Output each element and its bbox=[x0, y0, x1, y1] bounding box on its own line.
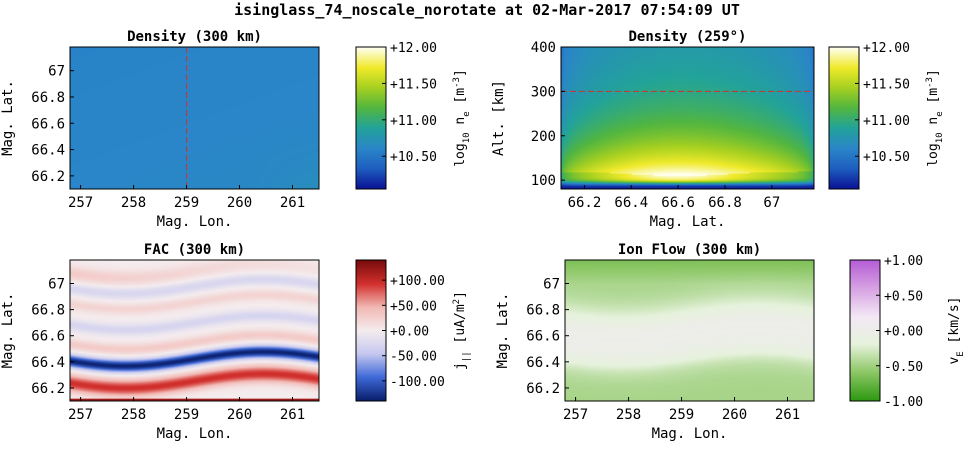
x-axis-label: Mag. Lat. bbox=[650, 214, 726, 230]
x-tick-label: 257 bbox=[68, 407, 93, 423]
colorbar-tick-label: +100.00 bbox=[390, 274, 445, 289]
colorbar-tick-label: +11.50 bbox=[863, 77, 910, 92]
colorbar-tick-label: +0.00 bbox=[884, 325, 923, 340]
x-tick-label: 258 bbox=[121, 407, 146, 423]
colorbar-label: log10 ne [m-3] bbox=[925, 69, 945, 167]
panel-title: Density (259°) bbox=[628, 29, 746, 45]
y-tick-label: 67 bbox=[543, 277, 560, 293]
colorbar bbox=[356, 260, 386, 401]
colorbar-tick-label: +11.00 bbox=[863, 114, 910, 129]
x-tick-label: 259 bbox=[669, 407, 694, 423]
y-axis-label: Mag. Lat. bbox=[0, 293, 16, 369]
y-tick-label: 66.4 bbox=[31, 143, 65, 159]
x-axis-label: Mag. Lon. bbox=[157, 214, 233, 230]
colorbar-tick-label: +10.50 bbox=[390, 150, 437, 165]
x-tick-label: 257 bbox=[563, 407, 588, 423]
plot-frame bbox=[564, 259, 815, 402]
heatmap-image bbox=[70, 47, 319, 189]
panel-title: Ion Flow (300 km) bbox=[618, 242, 761, 258]
colorbar-frame bbox=[355, 46, 387, 190]
colorbar-tick-label: -100.00 bbox=[390, 375, 445, 390]
colorbar-tick-label: -0.50 bbox=[884, 360, 923, 375]
panel-density-259deg: Density (259°) 66.2 66.4 66.6 66.8 67 100 200 30… bbox=[491, 29, 945, 230]
colorbar-tick-label: +10.50 bbox=[863, 150, 910, 165]
x-tick-label: 66.2 bbox=[568, 195, 602, 211]
y-tick-label: 67 bbox=[48, 277, 65, 293]
y-tick-label: 66.6 bbox=[31, 116, 65, 132]
y-tick-label: 100 bbox=[531, 173, 556, 189]
x-tick-label: 259 bbox=[174, 195, 199, 211]
y-tick-label: 66.8 bbox=[31, 303, 65, 319]
colorbar bbox=[829, 47, 859, 189]
y-tick-label: 66.2 bbox=[31, 381, 65, 397]
colorbar-tick-label: -50.00 bbox=[390, 350, 437, 365]
y-tick-label: 66.6 bbox=[526, 329, 560, 345]
y-tick-label: 66.4 bbox=[526, 355, 560, 371]
panel-title: FAC (300 km) bbox=[144, 242, 245, 258]
colorbar-tick-label: +50.00 bbox=[390, 299, 437, 314]
colorbar bbox=[356, 47, 386, 189]
figure-title: isinglass_74_noscale_norotate at 02-Mar-… bbox=[234, 1, 740, 19]
colorbar-label: vE [km/s] bbox=[947, 296, 966, 364]
x-tick-label: 258 bbox=[121, 195, 146, 211]
x-tick-label: 66.8 bbox=[708, 195, 742, 211]
x-tick-label: 67 bbox=[763, 195, 780, 211]
x-tick-label: 259 bbox=[174, 407, 199, 423]
y-tick-label: 66.6 bbox=[31, 329, 65, 345]
y-tick-label: 400 bbox=[531, 40, 556, 56]
x-tick-label: 261 bbox=[280, 195, 305, 211]
x-tick-label: 260 bbox=[722, 407, 747, 423]
x-tick-label: 257 bbox=[68, 195, 93, 211]
colorbar-frame bbox=[828, 46, 860, 190]
plot-frame bbox=[69, 46, 320, 190]
panel-density-300km: Density (300 km) 257 258 259 260 261 66.2 66.4 6… bbox=[0, 29, 472, 230]
colorbar-label: j|| [uA/m2] bbox=[452, 291, 472, 370]
plot-frame bbox=[69, 259, 320, 402]
heatmap-image bbox=[565, 260, 814, 401]
panel-fac-300km: FAC (300 km) 257 258 259 260 261 66.2 66.4 66.6 6… bbox=[0, 242, 472, 442]
colorbar-tick-label: +12.00 bbox=[863, 41, 910, 56]
plot-frame bbox=[560, 46, 815, 190]
panel-ion-flow-300km: Ion Flow (300 km) 257 258 259 260 261 66.2 66.4… bbox=[495, 242, 966, 442]
x-tick-label: 258 bbox=[616, 407, 641, 423]
heatmap-image bbox=[70, 260, 319, 401]
y-tick-label: 66.8 bbox=[526, 303, 560, 319]
colorbar bbox=[850, 260, 880, 401]
panel-title: Density (300 km) bbox=[127, 29, 262, 45]
y-tick-label: 66.4 bbox=[31, 355, 65, 371]
x-tick-label: 260 bbox=[227, 195, 252, 211]
x-axis-label: Mag. Lon. bbox=[652, 426, 728, 442]
colorbar-tick-label: +0.50 bbox=[884, 289, 923, 304]
y-axis-label: Mag. Lat. bbox=[495, 293, 511, 369]
colorbar-label: log10 ne [m-3] bbox=[452, 69, 472, 167]
y-tick-label: 300 bbox=[531, 84, 556, 100]
colorbar-tick-label: +1.00 bbox=[884, 254, 923, 269]
y-tick-label: 66.2 bbox=[31, 169, 65, 185]
x-tick-label: 66.4 bbox=[614, 195, 648, 211]
colorbar-tick-label: +11.50 bbox=[390, 77, 437, 92]
colorbar-tick-label: -1.00 bbox=[884, 395, 923, 410]
y-tick-label: 66.8 bbox=[31, 90, 65, 106]
heatmap-image bbox=[561, 47, 814, 189]
x-tick-label: 260 bbox=[227, 407, 252, 423]
x-axis-label: Mag. Lon. bbox=[157, 426, 233, 442]
y-tick-label: 66.2 bbox=[526, 381, 560, 397]
colorbar-tick-label: +0.00 bbox=[390, 325, 429, 340]
y-axis-label: Mag. Lat. bbox=[0, 80, 16, 156]
colorbar-tick-label: +12.00 bbox=[390, 41, 437, 56]
colorbar-tick-label: +11.00 bbox=[390, 114, 437, 129]
y-tick-label: 67 bbox=[48, 64, 65, 80]
x-tick-label: 261 bbox=[280, 407, 305, 423]
panels: Density (300 km) 257 258 259 260 261 66.2 66.4 6… bbox=[0, 29, 966, 442]
x-tick-label: 261 bbox=[775, 407, 800, 423]
y-tick-label: 200 bbox=[531, 129, 556, 145]
x-tick-label: 66.6 bbox=[661, 195, 695, 211]
y-axis-label: Alt. [km] bbox=[491, 80, 507, 156]
